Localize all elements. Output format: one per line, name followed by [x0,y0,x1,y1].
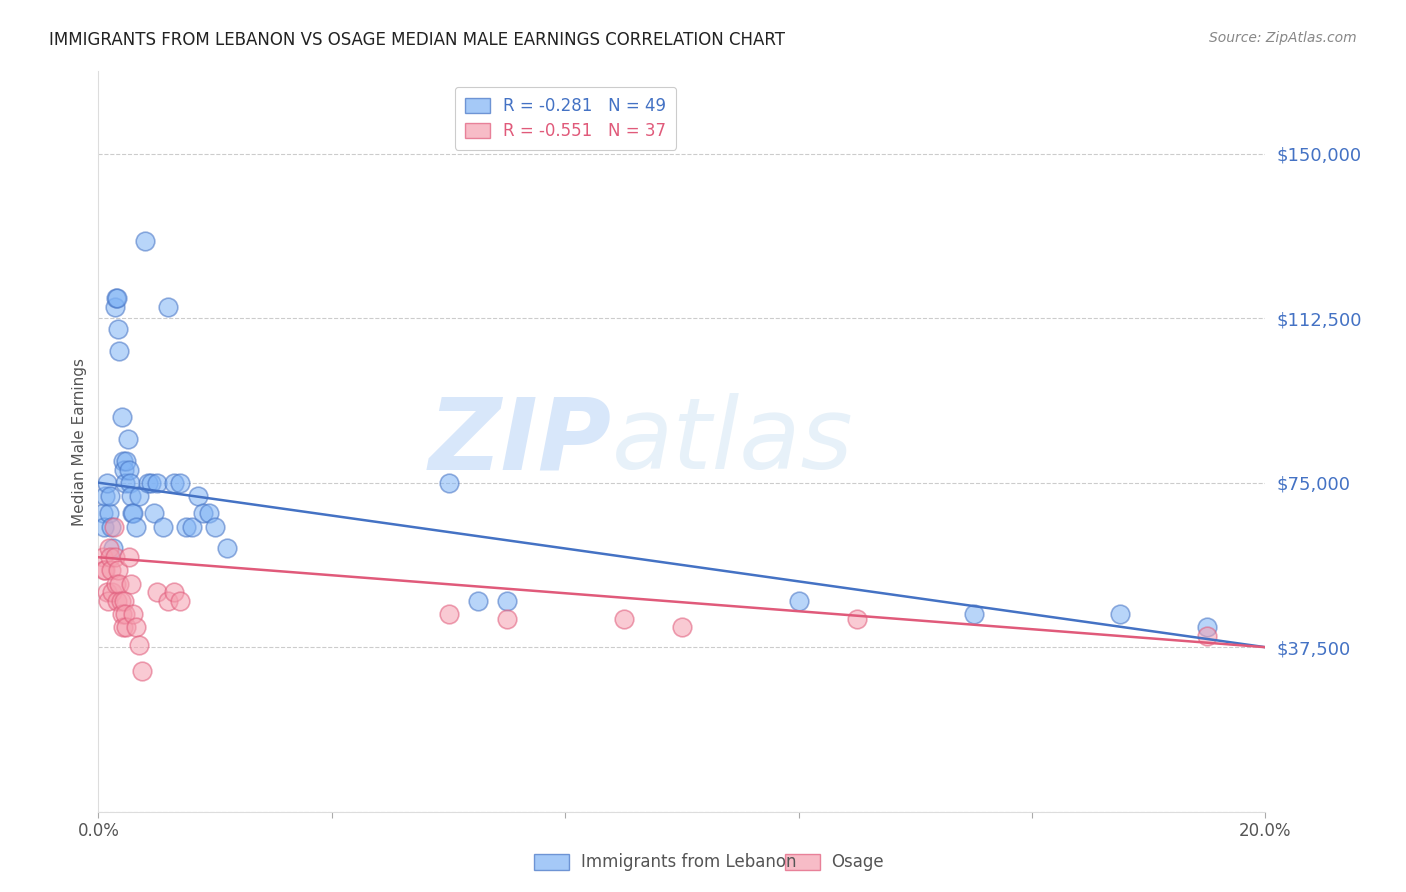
Point [163,475,186,490]
Point [437,475,460,490]
Point [128,638,150,652]
Point [114,607,136,622]
Point [105,594,128,608]
Point [111,409,134,424]
Point [1195,629,1218,643]
Point [93,563,115,577]
Point [104,300,127,314]
Point [671,620,693,634]
Point [131,665,153,679]
Point [96,585,118,599]
Point [104,292,127,306]
Point [120,489,142,503]
Text: atlas: atlas [612,393,853,490]
Point [146,585,169,599]
Point [612,612,634,626]
Point [163,585,186,599]
Point [846,612,869,626]
Point [94,563,117,577]
Point [103,519,125,533]
Point [91,550,114,565]
Point [104,550,127,565]
Point [107,563,129,577]
Point [112,462,135,476]
Point [139,475,162,490]
Point [125,519,148,533]
Point [1195,620,1218,634]
Legend: R = -0.281   N = 49, R = -0.551   N = 37: R = -0.281 N = 49, R = -0.551 N = 37 [454,87,676,150]
Point [98,489,121,503]
Point [962,607,984,622]
Point [105,292,128,306]
Text: ZIP: ZIP [429,393,612,490]
Point [112,594,135,608]
Point [204,519,226,533]
Point [152,519,174,533]
Point [467,594,489,608]
Point [157,594,180,608]
Point [157,300,180,314]
Point [136,475,159,490]
Point [120,576,142,591]
Text: Osage: Osage [831,853,883,871]
Point [101,541,124,556]
Point [108,344,131,359]
Point [128,489,150,503]
Point [496,612,519,626]
Point [122,507,145,521]
Point [93,519,115,533]
Point [115,620,138,634]
Point [117,432,139,446]
Point [180,519,202,533]
Y-axis label: Median Male Earnings: Median Male Earnings [72,358,87,525]
Point [142,507,165,521]
Text: Source: ZipAtlas.com: Source: ZipAtlas.com [1209,31,1357,45]
Point [96,475,118,490]
Point [107,322,129,336]
Point [134,235,156,249]
Point [169,594,191,608]
Point [118,475,141,490]
Point [1108,607,1130,622]
Point [97,507,120,521]
Point [97,541,120,556]
Point [114,475,136,490]
Point [496,594,519,608]
Point [215,541,238,556]
Point [198,507,221,521]
Point [174,519,197,533]
Point [437,607,460,622]
Point [94,489,117,503]
Point [101,585,124,599]
Point [100,563,122,577]
Point [193,507,215,521]
Point [169,475,191,490]
Point [97,594,120,608]
Text: Immigrants from Lebanon: Immigrants from Lebanon [581,853,796,871]
Point [111,607,134,622]
Point [111,620,134,634]
Point [121,507,143,521]
Point [98,550,121,565]
Point [100,519,122,533]
Point [125,620,148,634]
Point [122,607,145,622]
Point [187,489,209,503]
Point [118,462,141,476]
Point [115,454,138,468]
Point [118,550,141,565]
Point [110,594,132,608]
Point [146,475,169,490]
Point [104,576,127,591]
Text: IMMIGRANTS FROM LEBANON VS OSAGE MEDIAN MALE EARNINGS CORRELATION CHART: IMMIGRANTS FROM LEBANON VS OSAGE MEDIAN … [49,31,785,49]
Point [108,576,131,591]
Point [111,454,134,468]
Point [91,507,114,521]
Point [787,594,810,608]
